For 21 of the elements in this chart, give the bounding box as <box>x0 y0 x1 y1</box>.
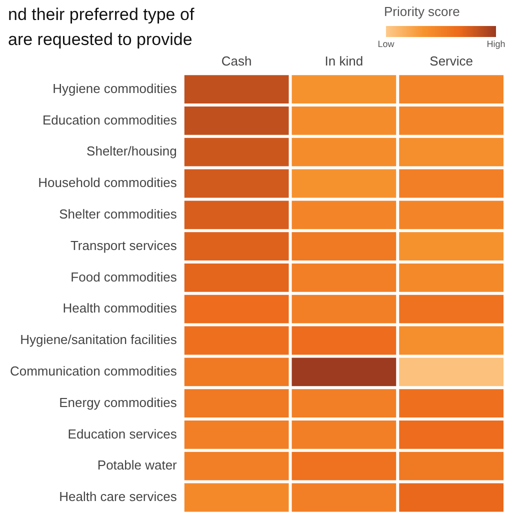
x-tick-label: Service <box>430 53 473 68</box>
y-tick-label: Shelter commodities <box>59 206 178 222</box>
y-tick-label: Hygiene commodities <box>52 80 178 96</box>
y-tick-label: Education services <box>68 426 178 442</box>
y-tick-label: Health commodities <box>62 300 178 316</box>
y-tick-label: Communication commodities <box>10 363 178 378</box>
y-tick-label: Hygiene/sanitation facilities <box>20 332 178 348</box>
y-tick-label: Energy commodities <box>59 394 178 410</box>
x-tick-label: In kind <box>324 53 364 68</box>
chart-title: nd their preferred type of are requested to provide <box>8 5 194 49</box>
y-tick-label: Shelter/housing <box>86 144 177 159</box>
y-tick-label: Education commodities <box>42 112 178 128</box>
color-bar-label: High <box>486 39 506 49</box>
color-bar-title: Priority score <box>384 4 460 19</box>
y-tick-label: Potable water <box>97 458 178 473</box>
y-tick-label: Food commodities <box>70 269 178 284</box>
x-tick-label: Cash <box>221 53 252 68</box>
y-tick-label: Transport services <box>70 238 178 253</box>
color-bar-label: Low <box>378 39 395 49</box>
y-tick-label: Household commodities <box>38 175 178 190</box>
y-tick-label: Health care services <box>59 489 178 504</box>
